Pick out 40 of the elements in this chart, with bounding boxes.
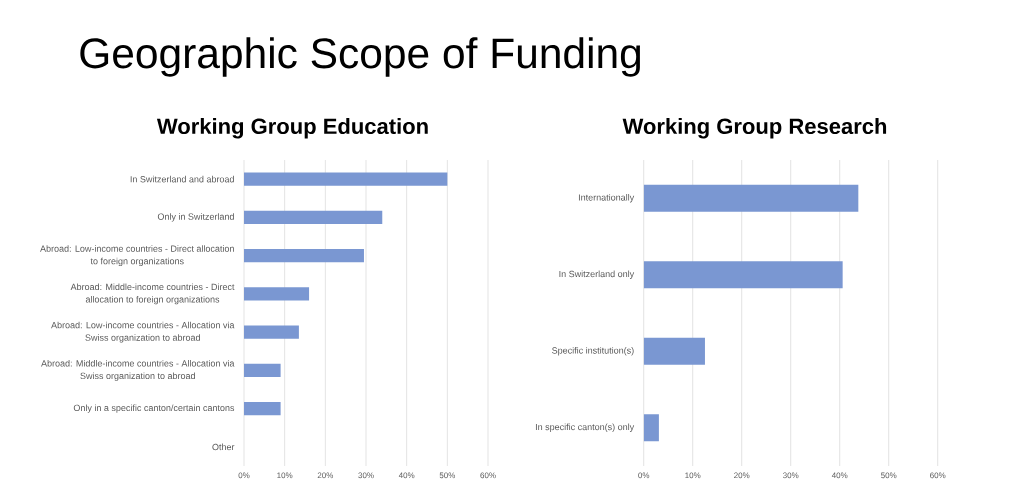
x-tick-label: 20% [317,472,334,479]
y-tick-label: Abroad: Low-income countries - Allocation via Swiss organization to abroad [51,321,235,343]
x-tick-label: 10% [685,472,701,479]
text: Geographic Scope of Funding [80,37,641,77]
y-tick-label: Specific institution(s) [552,347,634,356]
bar [244,210,383,225]
y-tick-label: In specific canton(s) only [535,423,635,432]
y-tick-label: Only in a specific canton/certain cantons [73,404,235,413]
chart-title: Working Group Research [622,117,887,139]
x-tick-label: 60% [930,472,946,479]
y-tick-label: Only in Switzerland [157,213,234,222]
y-tick-label: Abroad: Middle-income countries - Allocation via Swiss organization to abroad [41,359,235,381]
x-tick-label: 60% [480,472,496,479]
bar [244,363,281,378]
y-tick-label: Abroad: Middle-income countries - Direct allocation to foreign organizations [70,283,235,305]
bar [244,172,448,186]
y-tick-label: Abroad: Low-income countries - Direct allocation to foreign organizations [40,245,234,267]
bar [643,414,659,442]
bar [244,401,281,416]
x-tick-label: 40% [831,472,848,479]
x-tick-label: 40% [398,472,415,479]
x-tick-label: 50% [881,472,897,479]
y-tick-label: Other [212,443,235,451]
x-tick-label: 0% [638,472,650,479]
x-tick-label: 30% [358,472,374,479]
bar [643,184,859,212]
bar [244,287,310,301]
y-tick-label: In Switzerland only [559,270,635,279]
x-tick-label: 30% [783,472,799,479]
x-tick-label: 50% [439,472,456,479]
y-tick-label: Internationally [578,194,635,203]
bar [643,337,705,365]
x-tick-label: 20% [734,472,750,479]
x-tick-label: 10% [277,472,293,479]
bar [244,248,364,263]
x-tick-label: 0% [238,472,250,479]
y-tick-label: In Switzerland and abroad [130,175,234,183]
chart-title: Working Group Education [156,117,428,139]
bar [244,325,299,339]
bar [643,261,843,289]
